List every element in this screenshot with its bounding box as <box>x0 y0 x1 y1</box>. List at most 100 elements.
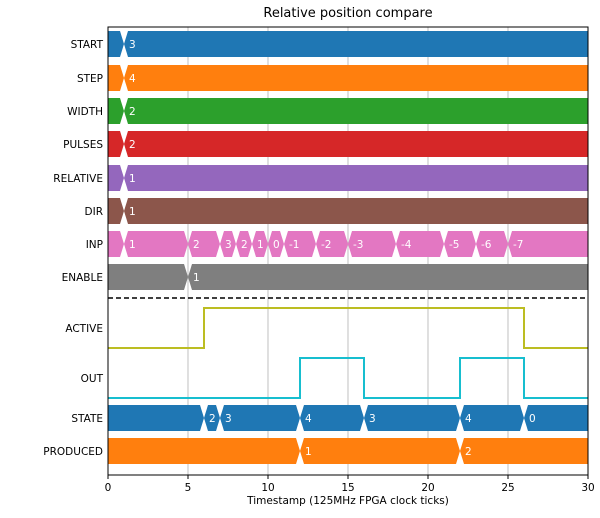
row-label: START <box>71 39 104 51</box>
bus-segment <box>460 438 588 464</box>
segment-value-label: 3 <box>225 413 232 425</box>
row-produced: PRODUCED 1 2 <box>43 438 588 464</box>
bus-segment <box>396 231 444 257</box>
bus-lead-segment <box>108 98 124 124</box>
segment-value-label: 0 <box>529 413 536 425</box>
segment-value-label: 2 <box>465 446 472 458</box>
segment-value-label: 2 <box>129 106 136 118</box>
bit-waveform <box>108 357 588 399</box>
bus-segment <box>348 231 396 257</box>
segment-value-label: 0 <box>273 239 280 251</box>
bus-segment <box>204 405 220 431</box>
row-enable: ENABLE 1 <box>62 264 588 290</box>
segment-value-label: 2 <box>209 413 216 425</box>
chart-title: Relative position compare <box>263 6 432 21</box>
segment-value-label: -3 <box>353 239 363 251</box>
row-active: ACTIVE <box>65 307 588 349</box>
row-label: RELATIVE <box>53 173 103 185</box>
bus-segment <box>236 231 252 257</box>
row-pulses: PULSES 2 <box>63 131 588 157</box>
bit-waveform <box>108 307 588 349</box>
segment-value-label: 2 <box>193 239 200 251</box>
row-label: ENABLE <box>62 272 103 284</box>
bus-segment <box>124 198 588 224</box>
row-out: OUT <box>81 357 588 399</box>
row-inp: INP 1 2 3 2 1 0 -1 -2 -3 -4 -5 -6 -7 <box>86 231 588 257</box>
bus-lead-segment <box>108 65 124 91</box>
segment-value-label: 2 <box>129 139 136 151</box>
x-axis: 0 5 10 15 20 25 30 <box>105 475 595 494</box>
row-label: STATE <box>71 413 103 425</box>
row-label: INP <box>86 239 103 251</box>
bus-segment <box>268 231 284 257</box>
bus-segment <box>284 231 316 257</box>
segment-value-label: -7 <box>513 239 523 251</box>
row-dir: DIR 1 <box>85 198 588 224</box>
bus-segment <box>220 231 236 257</box>
x-tick-label: 15 <box>341 482 354 494</box>
segment-value-label: 1 <box>129 239 136 251</box>
bus-segment <box>476 231 508 257</box>
bus-segment <box>188 231 220 257</box>
bus-segment <box>460 405 524 431</box>
x-tick-label: 30 <box>581 482 594 494</box>
bus-lead-segment <box>108 405 204 431</box>
row-label: PRODUCED <box>43 446 103 458</box>
bus-lead-segment <box>108 264 188 290</box>
x-tick-label: 0 <box>105 482 112 494</box>
bus-segment <box>124 131 588 157</box>
segment-value-label: 1 <box>129 173 136 185</box>
segment-value-label: -5 <box>449 239 459 251</box>
x-axis-label: Timestamp (125MHz FPGA clock ticks) <box>246 495 449 507</box>
bus-segment <box>124 65 588 91</box>
bus-lead-segment <box>108 131 124 157</box>
segment-value-label: 3 <box>129 39 136 51</box>
segment-value-label: 1 <box>193 272 200 284</box>
row-state: STATE 2 3 4 3 4 0 <box>71 405 588 431</box>
segment-value-label: 4 <box>465 413 472 425</box>
bus-segment <box>124 231 188 257</box>
bus-segment <box>188 264 588 290</box>
row-width: WIDTH 2 <box>67 98 588 124</box>
row-step: STEP 4 <box>77 65 588 91</box>
row-label: WIDTH <box>67 106 103 118</box>
bus-lead-segment <box>108 438 300 464</box>
segment-value-label: 4 <box>305 413 312 425</box>
row-label: ACTIVE <box>65 323 103 335</box>
bus-segment <box>524 405 588 431</box>
segment-value-label: -1 <box>289 239 299 251</box>
bus-segment <box>124 165 588 191</box>
bus-segment <box>300 405 364 431</box>
rows-layer: START 3 STEP 4 WIDTH 2 PULSES 2 RELATIVE 1 DIR 1 INP… <box>43 31 588 464</box>
bus-segment <box>364 405 460 431</box>
x-tick-label: 10 <box>261 482 274 494</box>
segment-value-label: -6 <box>481 239 492 251</box>
bus-segment <box>508 231 588 257</box>
segment-value-label: 3 <box>225 239 232 251</box>
bus-segment <box>124 31 588 57</box>
row-label: OUT <box>81 373 104 385</box>
row-label: STEP <box>77 73 103 85</box>
segment-value-label: 1 <box>305 446 312 458</box>
segment-value-label: -2 <box>321 239 331 251</box>
bus-lead-segment <box>108 231 124 257</box>
segment-value-label: 1 <box>257 239 264 251</box>
segment-value-label: 4 <box>129 73 136 85</box>
bus-segment <box>444 231 476 257</box>
bus-segment <box>316 231 348 257</box>
segment-value-label: 3 <box>369 413 376 425</box>
x-tick-label: 25 <box>501 482 514 494</box>
row-relative: RELATIVE 1 <box>53 165 588 191</box>
bus-segment <box>252 231 268 257</box>
x-tick-label: 5 <box>185 482 192 494</box>
bus-lead-segment <box>108 198 124 224</box>
bus-segment <box>300 438 460 464</box>
row-start: START 3 <box>71 31 588 57</box>
bus-segment <box>220 405 300 431</box>
x-tick-label: 20 <box>421 482 434 494</box>
bus-lead-segment <box>108 165 124 191</box>
segment-value-label: 2 <box>241 239 248 251</box>
segment-value-label: 1 <box>129 206 136 218</box>
